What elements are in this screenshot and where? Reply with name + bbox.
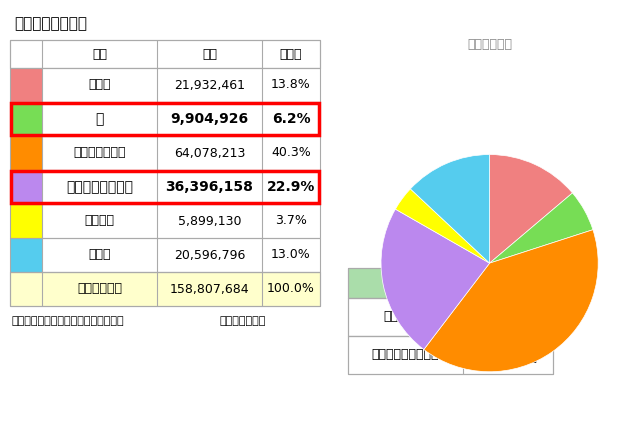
Bar (348, 336, 553, 374)
Bar (10, 272, 320, 306)
Text: 64,078,213: 64,078,213 (174, 146, 245, 160)
Bar (11, 103, 319, 135)
Text: ＊２０２３年１０月～２０２４年９月: ＊２０２３年１０月～２０２４年９月 (12, 316, 125, 326)
Text: 13.0%: 13.0% (271, 248, 311, 261)
Text: 21,932,461: 21,932,461 (174, 78, 245, 91)
Text: キラキラマラソン: キラキラマラソン (66, 180, 133, 194)
Text: 11.3 ヶ月: 11.3 ヶ月 (479, 347, 536, 363)
Bar (348, 268, 553, 298)
Bar (10, 68, 42, 102)
Wedge shape (490, 155, 572, 263)
Text: 20,596,796: 20,596,796 (174, 248, 245, 261)
Text: 金策: 金策 (92, 48, 107, 61)
Wedge shape (396, 189, 490, 263)
Wedge shape (410, 155, 490, 263)
Text: 158,807,684: 158,807,684 (170, 282, 250, 296)
Bar (10, 102, 320, 136)
Bar (10, 136, 42, 170)
Text: その他: その他 (88, 248, 111, 261)
Bar (10, 238, 42, 272)
Bar (348, 298, 553, 336)
Wedge shape (490, 193, 593, 263)
Text: 推定月数: 推定月数 (493, 277, 523, 289)
Bar (10, 204, 42, 238)
Text: 構成比: 構成比 (280, 48, 302, 61)
Text: 臨時収入: 臨時収入 (84, 215, 115, 227)
Bar (11, 171, 319, 203)
Text: 15.1 ヶ月: 15.1 ヶ月 (479, 310, 536, 325)
Text: 構成比グラフ: 構成比グラフ (467, 38, 513, 51)
Text: 22.9%: 22.9% (267, 180, 315, 194)
Bar (10, 102, 42, 136)
Text: 6.2%: 6.2% (272, 112, 310, 126)
Bar (10, 238, 320, 272)
Bar (10, 170, 320, 204)
Text: ２億ゴールド: ２億ゴールド (383, 310, 428, 323)
Text: １億５千万ゴールド: １億５千万ゴールド (372, 348, 439, 362)
Wedge shape (381, 209, 490, 350)
Bar (10, 204, 320, 238)
Text: 36,396,158: 36,396,158 (166, 180, 253, 194)
Wedge shape (424, 230, 598, 372)
Bar (10, 136, 320, 170)
Text: 9,904,926: 9,904,926 (170, 112, 248, 126)
Text: 40.3%: 40.3% (271, 146, 311, 160)
Text: 3.7%: 3.7% (275, 215, 307, 227)
Text: 売上総損益計: 売上総損益計 (77, 282, 122, 296)
Bar (10, 40, 320, 68)
Text: おさかなコイン: おさかなコイン (73, 146, 125, 160)
Bar (10, 68, 320, 102)
Text: 強ボス: 強ボス (88, 78, 111, 91)
Bar (10, 170, 42, 204)
Text: この１年間の粗利: この１年間の粗利 (14, 16, 87, 31)
Text: 単位：ゴールド: 単位：ゴールド (220, 316, 266, 326)
Text: 13.8%: 13.8% (271, 78, 311, 91)
Text: 合計: 合計 (202, 48, 217, 61)
Text: 畑: 畑 (95, 112, 104, 126)
Text: 100.0%: 100.0% (267, 282, 315, 296)
Text: 試算: 試算 (398, 277, 413, 289)
Text: 5,899,130: 5,899,130 (178, 215, 241, 227)
